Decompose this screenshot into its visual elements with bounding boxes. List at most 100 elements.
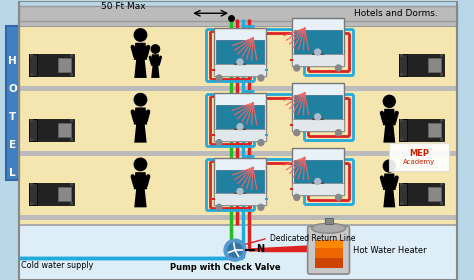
Bar	[292, 148, 344, 195]
Bar	[400, 202, 403, 205]
Bar	[315, 254, 343, 268]
Bar	[70, 183, 73, 186]
Text: MEP: MEP	[409, 149, 429, 158]
Text: L: L	[9, 167, 16, 178]
Circle shape	[237, 124, 243, 130]
Text: Hotels and Dorms.: Hotels and Dorms.	[355, 9, 438, 18]
Bar	[400, 54, 403, 57]
Bar	[30, 54, 33, 57]
Bar	[30, 202, 33, 205]
Bar	[440, 183, 443, 186]
Polygon shape	[134, 123, 146, 143]
Circle shape	[294, 65, 300, 71]
Bar	[216, 40, 264, 74]
Circle shape	[294, 130, 300, 136]
Bar	[315, 248, 343, 258]
Ellipse shape	[311, 223, 346, 233]
Text: Dedicated Return Line: Dedicated Return Line	[270, 234, 356, 243]
Polygon shape	[134, 43, 147, 60]
Bar	[294, 160, 341, 193]
Bar	[58, 123, 71, 137]
Bar	[19, 21, 457, 26]
Bar	[292, 183, 344, 195]
Bar	[428, 187, 441, 201]
Circle shape	[315, 49, 320, 55]
Polygon shape	[134, 58, 146, 78]
Bar	[70, 202, 73, 205]
Circle shape	[237, 188, 243, 194]
Text: E: E	[9, 140, 16, 150]
Bar	[294, 30, 341, 64]
Bar	[399, 183, 444, 205]
Circle shape	[258, 75, 264, 81]
Circle shape	[383, 160, 395, 172]
Polygon shape	[151, 65, 160, 78]
Polygon shape	[151, 54, 160, 66]
Text: H: H	[8, 56, 17, 66]
Bar	[29, 54, 74, 76]
Bar	[399, 119, 407, 141]
Bar	[70, 73, 73, 76]
Circle shape	[294, 194, 300, 200]
Circle shape	[134, 29, 146, 41]
Bar	[292, 119, 344, 131]
Bar	[216, 169, 264, 203]
Text: Cold water supply: Cold water supply	[21, 261, 93, 270]
Bar	[19, 225, 457, 280]
Circle shape	[216, 75, 222, 81]
Bar	[440, 54, 443, 57]
Bar	[440, 202, 443, 205]
Bar	[389, 143, 449, 171]
Bar	[325, 218, 333, 224]
Bar	[400, 119, 403, 122]
Bar	[214, 64, 266, 76]
Bar	[30, 119, 33, 122]
Bar	[216, 105, 264, 139]
Bar	[29, 183, 74, 205]
Bar	[30, 183, 33, 186]
FancyBboxPatch shape	[308, 226, 349, 274]
Bar	[214, 193, 266, 205]
Bar	[399, 183, 407, 205]
Bar	[19, 215, 457, 220]
Bar	[400, 138, 403, 141]
Bar	[19, 151, 457, 156]
Polygon shape	[134, 188, 146, 207]
Bar	[214, 28, 266, 76]
Circle shape	[134, 94, 146, 106]
Bar	[19, 151, 457, 156]
Bar	[70, 119, 73, 122]
Polygon shape	[383, 174, 396, 190]
Circle shape	[336, 194, 341, 200]
Circle shape	[134, 158, 146, 171]
Text: Hot Water Heater: Hot Water Heater	[354, 246, 427, 255]
Bar	[440, 119, 443, 122]
Circle shape	[237, 59, 243, 65]
Polygon shape	[383, 124, 395, 143]
Bar	[214, 129, 266, 141]
Bar	[400, 73, 403, 76]
Bar	[214, 158, 266, 205]
Bar	[19, 86, 457, 91]
Bar	[30, 73, 33, 76]
Text: T: T	[9, 112, 16, 122]
Bar	[29, 54, 37, 76]
Text: 50 Ft Max: 50 Ft Max	[100, 2, 145, 11]
Circle shape	[336, 65, 341, 71]
Bar	[19, 86, 457, 91]
Circle shape	[216, 140, 222, 146]
Circle shape	[383, 95, 395, 107]
Circle shape	[216, 204, 222, 210]
Bar	[400, 183, 403, 186]
Text: N: N	[256, 244, 264, 254]
Circle shape	[224, 239, 246, 261]
Polygon shape	[134, 108, 147, 125]
Circle shape	[228, 243, 242, 257]
Circle shape	[258, 140, 264, 146]
Bar	[428, 58, 441, 72]
Bar	[29, 119, 74, 141]
Text: O: O	[8, 84, 17, 94]
Bar	[19, 6, 457, 21]
Bar	[428, 123, 441, 137]
Bar	[70, 138, 73, 141]
